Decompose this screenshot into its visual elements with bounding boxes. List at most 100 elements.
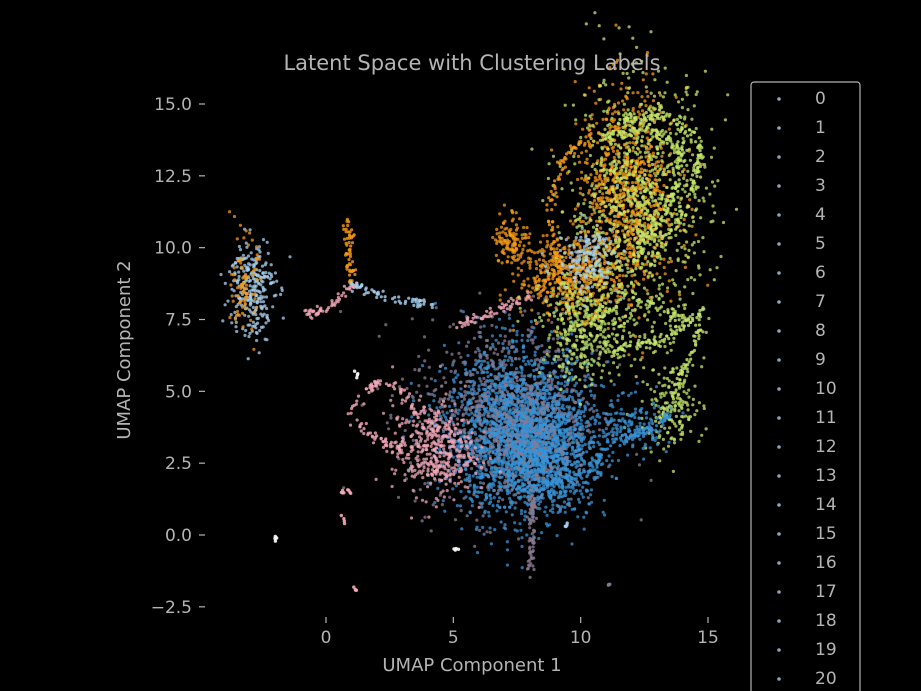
scatter-point: [446, 397, 450, 401]
scatter-point: [432, 447, 436, 451]
scatter-point: [509, 372, 513, 376]
scatter-point: [637, 316, 641, 320]
scatter-point: [487, 440, 491, 444]
scatter-point: [496, 491, 500, 495]
scatter-point: [563, 464, 567, 468]
scatter-point: [470, 427, 474, 431]
scatter-point: [541, 392, 545, 396]
scatter-point: [503, 523, 507, 527]
scatter-point: [511, 441, 516, 445]
scatter-point: [470, 411, 474, 415]
scatter-point: [515, 349, 519, 353]
scatter-point: [444, 418, 449, 422]
scatter-point: [543, 422, 547, 426]
scatter-point: [526, 384, 530, 388]
scatter-point: [637, 463, 642, 467]
scatter-point: [621, 191, 626, 195]
scatter-point: [445, 350, 449, 354]
scatter-point: [528, 526, 532, 530]
scatter-point: [647, 163, 651, 167]
scatter-point: [498, 358, 502, 362]
scatter-point: [473, 405, 477, 409]
scatter-point: [571, 389, 575, 393]
scatter-point: [547, 523, 552, 527]
scatter-point: [469, 497, 473, 501]
scatter-point: [433, 379, 437, 383]
scatter-point: [559, 412, 563, 416]
scatter-point: [565, 390, 569, 394]
scatter-point: [520, 333, 525, 337]
scatter-point: [498, 432, 502, 436]
scatter-point: [465, 514, 469, 518]
scatter-point: [442, 447, 446, 451]
scatter-point: [503, 354, 507, 358]
scatter-point: [493, 374, 497, 378]
scatter-point: [400, 451, 404, 455]
scatter-point: [493, 465, 497, 469]
scatter-point: [570, 448, 575, 452]
scatter-point: [384, 323, 388, 327]
scatter-point: [507, 351, 511, 355]
scatter-point: [507, 400, 511, 404]
scatter-point: [533, 363, 537, 367]
scatter-point: [578, 500, 582, 504]
scatter-point: [462, 397, 467, 401]
scatter-point: [456, 481, 461, 486]
scatter-point: [641, 351, 645, 355]
scatter-point: [517, 491, 521, 495]
scatter-point: [645, 90, 649, 94]
scatter-point: [443, 396, 447, 401]
scatter-point: [447, 455, 451, 459]
scatter-point: [645, 288, 649, 292]
scatter-point: [574, 449, 578, 454]
scatter-point: [489, 358, 493, 362]
scatter-point: [431, 318, 435, 322]
scatter-point: [538, 360, 543, 364]
scatter-point: [478, 291, 482, 295]
scatter-point: [568, 489, 573, 493]
scatter-point: [560, 484, 565, 488]
scatter-point: [507, 396, 511, 400]
scatter-point: [420, 461, 424, 465]
scatter-point: [525, 387, 529, 391]
scatter-point: [461, 423, 465, 427]
scatter-point: [462, 496, 466, 500]
scatter-point: [616, 394, 620, 398]
scatter-point: [573, 207, 578, 211]
scatter-point: [416, 444, 420, 448]
scatter-point: [519, 443, 523, 447]
scatter-point: [501, 407, 505, 411]
scatter-point: [554, 440, 558, 444]
scatter-point: [433, 455, 437, 459]
scatter-point: [526, 490, 530, 494]
scatter-point: [420, 425, 424, 430]
scatter-point: [494, 391, 498, 395]
scatter-point: [602, 498, 606, 502]
scatter-point: [536, 468, 541, 472]
scatter-point: [511, 400, 515, 404]
scatter-point: [486, 414, 490, 418]
scatter-point: [599, 186, 604, 190]
scatter-point: [595, 408, 599, 412]
scatter-point: [589, 493, 593, 497]
scatter-point: [455, 504, 459, 508]
scatter-point: [574, 381, 579, 385]
scatter-point: [458, 380, 463, 384]
scatter-point: [448, 432, 452, 436]
scatter-point: [460, 527, 464, 531]
scatter-point: [486, 460, 490, 465]
scatter-point: [486, 447, 490, 451]
scatter-point: [502, 398, 506, 402]
scatter-point: [400, 401, 404, 405]
scatter-point: [515, 339, 519, 343]
scatter-point: [485, 353, 489, 357]
scatter-point: [601, 117, 605, 121]
scatter-point: [404, 456, 408, 460]
scatter-point: [481, 399, 485, 403]
scatter-point: [521, 481, 525, 486]
scatter-point: [551, 400, 555, 404]
scatter-point: [537, 363, 541, 367]
scatter-point: [416, 471, 420, 475]
scatter-point: [564, 489, 568, 493]
scatter-point: [611, 112, 615, 116]
